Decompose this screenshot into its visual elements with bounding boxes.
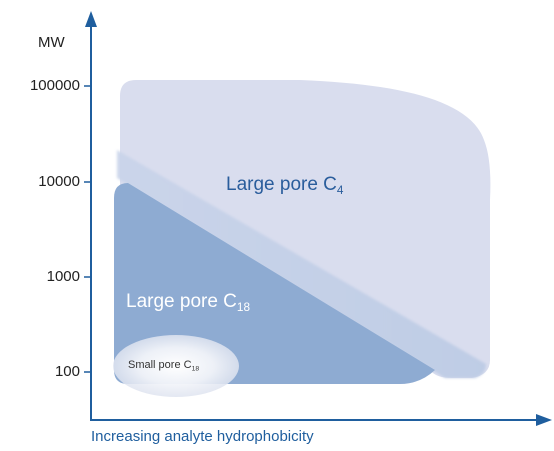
large-pore-c18-label-subscript: 18 — [236, 301, 250, 315]
large-pore-c18-region — [114, 183, 435, 384]
y-tick-label-100: 100 — [54, 363, 80, 380]
x-axis-arrowhead — [536, 414, 552, 426]
y-axis-title: MW — [38, 34, 65, 51]
transition-band — [117, 150, 486, 378]
y-axis-arrowhead — [85, 11, 97, 27]
large-pore-c4-label-subscript: 4 — [336, 184, 344, 198]
small-pore-c18-region — [113, 335, 239, 397]
large-pore-c4-label: Large pore C4 — [226, 174, 343, 196]
small-pore-c18-label: Small pore C18 — [128, 359, 200, 373]
small-pore-c18-label-subscript: 18 — [191, 365, 200, 373]
x-axis-title: Increasing analyte hydrophobicity — [91, 428, 314, 445]
small-pore-c18-label-text: Small pore C — [128, 359, 192, 371]
large-pore-c18-label-text: Large pore C — [126, 291, 237, 312]
y-tick-label-100000: 100000 — [29, 77, 80, 94]
y-tick-label-1000: 1000 — [46, 268, 80, 285]
y-tick-label-10000: 10000 — [38, 173, 80, 190]
large-pore-c4-label-text: Large pore C — [226, 174, 337, 195]
large-pore-c18-label: Large pore C18 — [126, 291, 250, 313]
